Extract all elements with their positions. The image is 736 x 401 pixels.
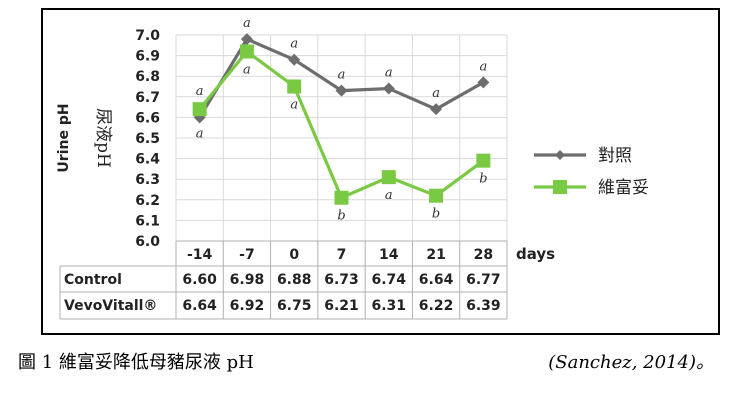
significance-letter: b — [479, 172, 487, 187]
caption-citation: (Sanchez, 2014)。 — [548, 352, 714, 373]
table-value: 6.60 — [182, 272, 217, 288]
table-value: 6.73 — [324, 272, 359, 288]
data-point — [477, 76, 490, 89]
data-point — [476, 153, 491, 168]
y-axis-ticks: 6.0 6.1 6.2 6.3 6.4 6.5 6.6 6.7 6.8 6.9 7.0 — [135, 28, 160, 250]
y-tick-label: 6.9 — [135, 49, 160, 65]
figure-frame — [41, 8, 720, 335]
data-point — [334, 190, 349, 205]
significance-letter: a — [196, 84, 204, 99]
legend-label: 對照 — [598, 146, 632, 166]
y-tick-label: 6.0 — [135, 234, 160, 250]
significance-letter: a — [196, 126, 204, 141]
table-value: 6.21 — [324, 298, 359, 314]
gridlines — [175, 34, 508, 242]
y-axis-label-en: Urine pH — [56, 103, 72, 172]
significance-letter: a — [290, 98, 298, 113]
data-point — [381, 170, 396, 185]
x-tick-label: 0 — [289, 247, 299, 263]
urine-ph-chart: 6.0 6.1 6.2 6.3 6.4 6.5 6.6 6.7 6.8 6.9 7.0 Urine … — [56, 16, 649, 320]
significance-letter: a — [338, 68, 346, 83]
y-tick-label: 6.8 — [135, 69, 160, 85]
data-table: -14 -7 0 7 14 21 28 days Control 6.60 6.98 6.88 6.73… — [59, 240, 555, 320]
significance-letter: a — [479, 59, 487, 74]
data-point — [287, 79, 302, 94]
data-point — [430, 103, 443, 116]
table-value: 6.39 — [466, 298, 501, 314]
caption-text: 圖 1 維富妥降低母豬尿液 pH — [18, 352, 254, 373]
table-value: 6.64 — [419, 272, 454, 288]
table-series-name: VevoVitall® — [64, 298, 157, 314]
x-tick-label: 14 — [379, 247, 399, 263]
x-axis-label: days — [516, 245, 555, 263]
y-tick-label: 6.1 — [135, 213, 160, 229]
x-tick-label: -7 — [239, 247, 255, 263]
data-point — [239, 44, 254, 59]
table-value: 6.64 — [182, 298, 217, 314]
table-value: 6.98 — [230, 272, 265, 288]
data-point — [429, 188, 444, 203]
data-point — [288, 53, 301, 66]
data-point — [335, 84, 348, 97]
table-value: 6.88 — [277, 272, 312, 288]
legend-marker — [553, 180, 567, 194]
y-axis-label: Urine pH 尿液pH — [56, 103, 113, 172]
x-tick-label: -14 — [187, 247, 213, 263]
y-tick-label: 7.0 — [135, 28, 160, 44]
significance-letter: a — [243, 16, 251, 31]
series-lines — [192, 33, 491, 205]
significance-letter: b — [337, 209, 345, 224]
table-value: 6.92 — [230, 298, 265, 314]
significance-letter: a — [432, 86, 440, 101]
significance-letters: a a a a a a a b a a a b a b — [196, 16, 488, 224]
significance-letter: b — [432, 207, 440, 222]
x-tick-label: 21 — [426, 247, 445, 263]
x-tick-label: 7 — [337, 247, 347, 263]
y-tick-label: 6.7 — [135, 90, 160, 106]
y-tick-label: 6.3 — [135, 172, 160, 188]
significance-letter: a — [243, 62, 251, 77]
figure-caption: 圖 1 維富妥降低母豬尿液 pH (Sanchez, 2014)。 — [18, 348, 718, 378]
y-tick-label: 6.6 — [135, 110, 160, 126]
y-tick-label: 6.2 — [135, 193, 160, 209]
y-axis-label-zh: 尿液pH — [93, 108, 113, 168]
x-tick-label: 28 — [474, 247, 493, 263]
data-point — [192, 102, 207, 117]
table-value: 6.75 — [277, 298, 312, 314]
legend-label: 維富妥 — [598, 178, 649, 198]
table-series-name: Control — [64, 272, 122, 288]
data-point — [240, 33, 253, 46]
y-tick-label: 6.5 — [135, 131, 160, 147]
table-value: 6.77 — [466, 272, 501, 288]
table-value: 6.74 — [372, 272, 407, 288]
significance-letter: a — [385, 188, 393, 203]
table-value: 6.22 — [419, 298, 454, 314]
y-tick-label: 6.4 — [135, 152, 160, 168]
table-value: 6.31 — [372, 298, 407, 314]
data-point — [382, 82, 395, 95]
legend-marker — [555, 150, 565, 160]
significance-letter: a — [290, 37, 298, 52]
significance-letter: a — [385, 66, 393, 81]
